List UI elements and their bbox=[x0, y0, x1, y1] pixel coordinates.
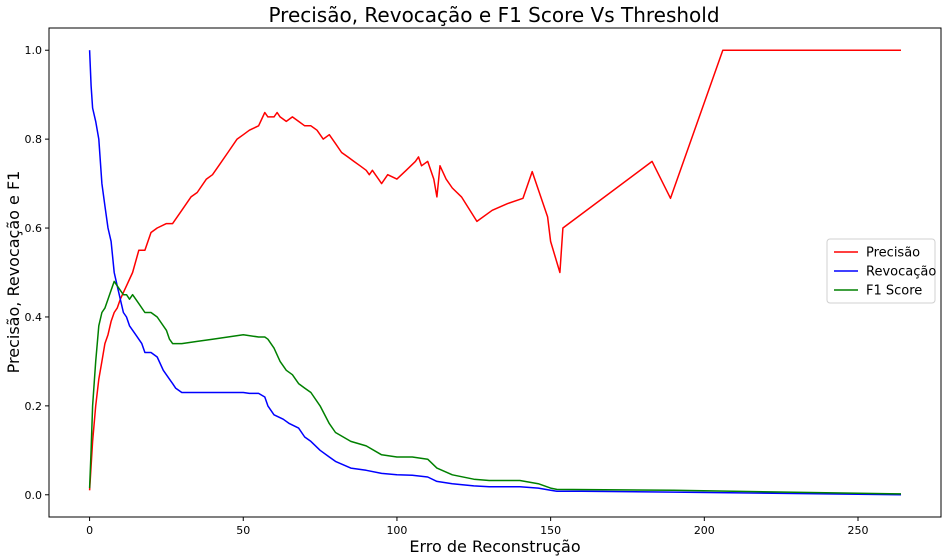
series-line-0 bbox=[88, 49, 901, 491]
chart-title: Precisão, Revocação e F1 Score Vs Thresh… bbox=[268, 3, 719, 27]
x-tick-label: 200 bbox=[694, 524, 715, 537]
plot-frame bbox=[48, 27, 942, 518]
x-axis-ticks: 0 50 100 150 200 250 bbox=[86, 517, 869, 537]
y-tick-label: 0.8 bbox=[25, 133, 43, 146]
x-tick-label: 0 bbox=[86, 524, 93, 537]
x-tick-label: 100 bbox=[386, 524, 407, 537]
x-axis-label: Erro de Reconstrução bbox=[409, 537, 580, 556]
y-axis-label: Precisão, Revocação e F1 bbox=[4, 171, 23, 374]
legend-label-1: Revocação bbox=[866, 265, 936, 280]
x-tick-label: 150 bbox=[540, 524, 561, 537]
series-line-2 bbox=[88, 280, 902, 495]
y-tick-label: 0.4 bbox=[25, 311, 43, 324]
x-tick-label: 50 bbox=[236, 524, 250, 537]
x-tick-label: 250 bbox=[848, 524, 869, 537]
plot-area: 0 50 100 150 200 250 0.0 0.2 0.4 0.6 0.8 1.0 bbox=[25, 27, 942, 537]
y-tick-label: 0.2 bbox=[25, 400, 43, 413]
y-tick-label: 0.6 bbox=[25, 222, 43, 235]
legend-label-0: Precisão bbox=[866, 246, 920, 261]
legend-label-2: F1 Score bbox=[866, 284, 922, 299]
series-line-1 bbox=[88, 50, 902, 496]
y-axis-ticks: 0.0 0.2 0.4 0.6 0.8 1.0 bbox=[25, 44, 49, 502]
legend-items: Precisão Revocação F1 Score bbox=[834, 246, 936, 299]
legend: Precisão Revocação F1 Score bbox=[826, 238, 936, 304]
y-tick-label: 1.0 bbox=[25, 44, 43, 57]
y-tick-label: 0.0 bbox=[25, 489, 43, 502]
series-layer bbox=[88, 49, 902, 496]
legend-box bbox=[826, 238, 936, 304]
